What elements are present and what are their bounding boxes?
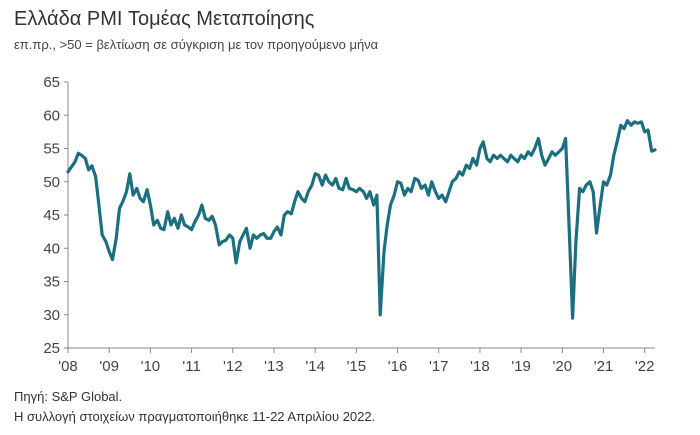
y-tick-label: 45	[43, 207, 60, 224]
x-tick-label: '16	[388, 358, 408, 375]
x-tick-label: '08	[58, 358, 78, 375]
chart-title: Ελλάδα PMI Τομέας Μεταποίησης	[14, 8, 315, 30]
y-tick-label: 35	[43, 274, 60, 291]
chart-subtitle: επ.πρ., >50 = βελτίωση σε σύγκριση με το…	[14, 37, 379, 52]
x-tick-label: '17	[429, 358, 449, 375]
axes: 25 30 35 40 45 50 55 60 65 '08 '09 '10 '11 '12 '13 '14 '…	[43, 74, 655, 375]
pmi-series-line	[66, 119, 657, 320]
y-tick-label: 60	[43, 107, 60, 124]
y-tick-label: 25	[43, 340, 60, 357]
series-group	[66, 119, 657, 320]
y-tick-label: 40	[43, 240, 60, 257]
y-tick-label: 65	[43, 74, 60, 91]
x-tick-label: '15	[347, 358, 367, 375]
x-tick-label: '09	[99, 358, 119, 375]
x-tick-label: '12	[223, 358, 243, 375]
source-note: Πηγή: S&P Global.	[14, 389, 123, 404]
x-tick-label: '22	[635, 358, 655, 375]
x-tick-label: '21	[594, 358, 614, 375]
x-tick-label: '14	[305, 358, 325, 375]
data-collection-note: Η συλλογή στοιχείων πραγματοποιήθηκε 11-…	[14, 409, 376, 424]
pmi-line-chart: 25 30 35 40 45 50 55 60 65 '08 '09 '10 '11 '12 '13 '14 '…	[43, 74, 657, 375]
x-tick-label: '10	[141, 358, 161, 375]
x-tick-label: '20	[553, 358, 573, 375]
x-tick-label: '13	[264, 358, 284, 375]
y-tick-label: 55	[43, 141, 60, 158]
x-tick-label: '18	[470, 358, 490, 375]
x-tick-label: '11	[182, 358, 200, 375]
y-tick-label: 30	[43, 307, 60, 324]
y-tick-label: 50	[43, 174, 60, 191]
x-tick-label: '19	[511, 358, 531, 375]
